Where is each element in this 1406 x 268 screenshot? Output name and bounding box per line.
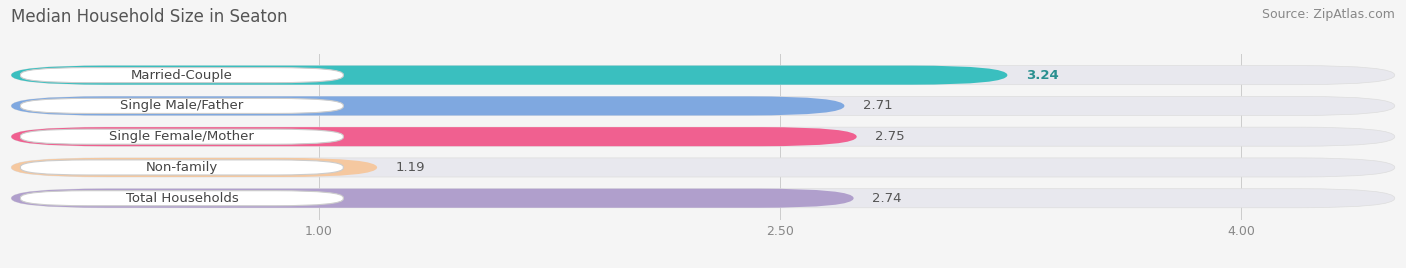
FancyBboxPatch shape: [11, 189, 1395, 208]
Text: 3.24: 3.24: [1026, 69, 1059, 82]
Text: 1.19: 1.19: [395, 161, 425, 174]
Text: Median Household Size in Seaton: Median Household Size in Seaton: [11, 8, 288, 26]
FancyBboxPatch shape: [11, 66, 1395, 85]
FancyBboxPatch shape: [11, 66, 1007, 85]
Text: 2.71: 2.71: [863, 99, 893, 112]
FancyBboxPatch shape: [11, 189, 853, 208]
Text: Source: ZipAtlas.com: Source: ZipAtlas.com: [1261, 8, 1395, 21]
FancyBboxPatch shape: [11, 158, 377, 177]
Text: Married-Couple: Married-Couple: [131, 69, 233, 82]
FancyBboxPatch shape: [21, 129, 343, 144]
Text: Single Female/Mother: Single Female/Mother: [110, 130, 254, 143]
FancyBboxPatch shape: [21, 191, 343, 206]
FancyBboxPatch shape: [21, 68, 343, 83]
FancyBboxPatch shape: [21, 160, 343, 175]
FancyBboxPatch shape: [11, 127, 856, 146]
Text: Total Households: Total Households: [125, 192, 238, 205]
FancyBboxPatch shape: [11, 96, 1395, 116]
FancyBboxPatch shape: [11, 127, 1395, 146]
Text: Single Male/Father: Single Male/Father: [121, 99, 243, 112]
FancyBboxPatch shape: [11, 158, 1395, 177]
FancyBboxPatch shape: [11, 96, 845, 116]
Text: 2.74: 2.74: [872, 192, 901, 205]
Text: 2.75: 2.75: [875, 130, 905, 143]
Text: Non-family: Non-family: [146, 161, 218, 174]
FancyBboxPatch shape: [21, 98, 343, 113]
